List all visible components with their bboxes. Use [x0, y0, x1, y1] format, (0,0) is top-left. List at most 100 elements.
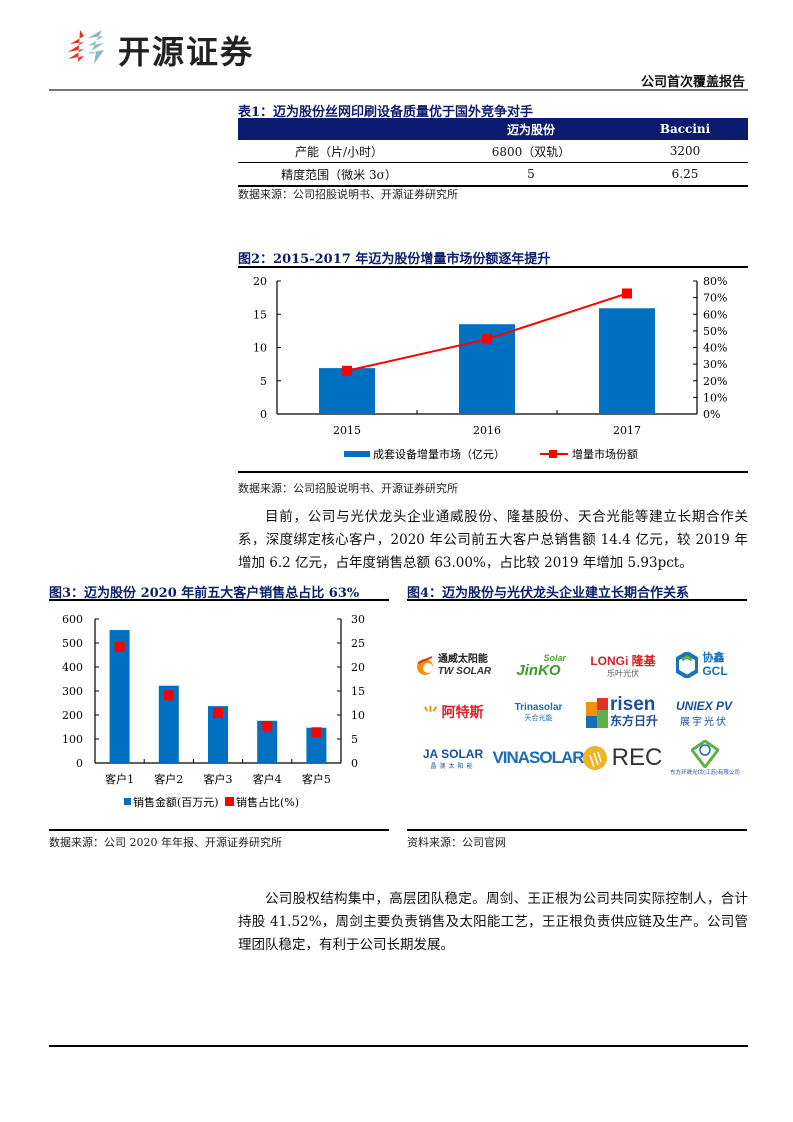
- bar: [158, 685, 179, 763]
- figure3-bottom-rule: [49, 829, 389, 831]
- logo-canadian-solar: ⺌ 阿特斯: [413, 694, 493, 730]
- share-marker: [262, 721, 273, 732]
- figure4-bottom-rule: [407, 829, 747, 831]
- footer-divider: [49, 1045, 748, 1047]
- y-tick-label: 400: [62, 661, 83, 674]
- legend-marker-swatch: [225, 797, 234, 806]
- y-tick-label: 0: [260, 408, 267, 421]
- body-paragraph-1: 目前，公司与光伏龙头企业通威股份、隆基股份、天合光能等建立长期合作关系，深度绑定…: [238, 509, 748, 571]
- x-tick-label: 客户5: [302, 772, 331, 786]
- bar: [109, 630, 130, 763]
- gcl-mark-icon: [676, 652, 699, 678]
- y2-tick-label: 20%: [703, 375, 727, 388]
- table-cell: 产能（片/小时）: [238, 140, 440, 163]
- bar: [599, 308, 655, 414]
- figure2-title-rule: [238, 266, 748, 268]
- share-marker: [213, 708, 223, 719]
- y2-tick-label: 5: [351, 733, 358, 746]
- y-tick-label: 600: [62, 613, 83, 626]
- line-marker: [482, 334, 492, 345]
- logo-trina: Trinasolar 天合光能: [514, 701, 563, 722]
- y2-tick-label: 20: [351, 661, 365, 674]
- table-row: 产能（片/小时） 6800（双轨） 3200: [238, 140, 748, 163]
- header-divider: [49, 89, 748, 91]
- y2-tick-label: 0%: [703, 408, 720, 421]
- report-type: 公司首次覆盖报告: [640, 75, 745, 90]
- legend-bar-swatch: [344, 451, 370, 457]
- share-marker: [163, 690, 174, 701]
- table1-source: 数据来源：公司招股说明书、开源证券研究所: [238, 188, 458, 201]
- table-cell: 精度范围（微米 3σ）: [238, 162, 440, 187]
- y2-tick-label: 30: [351, 613, 365, 626]
- body-paragraph-2: 公司股权结构集中，高层团队稳定。周剑、王正根为公司共同实际控制人，合计持股 41…: [238, 891, 748, 953]
- y2-tick-label: 60%: [703, 308, 727, 321]
- table-header-cell: [238, 118, 440, 140]
- table1-title: 表1：迈为股份丝网印刷设备质量优于国外竞争对手: [238, 105, 534, 120]
- figure3-source: 数据来源：公司 2020 年年报、开源证券研究所: [49, 836, 282, 849]
- table-header-cell: 迈为股份: [440, 118, 622, 140]
- legend-bar-swatch: [124, 798, 131, 805]
- x-tick-label: 2017: [613, 424, 641, 437]
- y2-tick-label: 25: [351, 637, 365, 650]
- logo-vinasolar: VINASOLAR: [492, 748, 584, 767]
- risen-mosaic-icon: [585, 698, 608, 728]
- line-marker: [622, 288, 632, 299]
- logo-rec: REC: [581, 738, 663, 778]
- table-cell: 5: [440, 162, 622, 187]
- y-tick-label: 20: [253, 275, 267, 288]
- table-cell: 3200: [622, 140, 748, 163]
- y2-tick-label: 70%: [703, 292, 727, 305]
- y-tick-label: 200: [62, 709, 83, 722]
- canadian-solar-rays-icon: ⺌: [422, 706, 439, 723]
- figure2-title: 图2：2015-2017 年迈为股份增量市场份额逐年提升: [238, 252, 551, 267]
- y2-tick-label: 50%: [703, 325, 727, 338]
- logo-ja-solar: JA SOLAR 晶澳太阳能: [422, 746, 484, 770]
- table1: 迈为股份 Baccini 产能（片/小时） 6800（双轨） 3200 精度范围…: [238, 118, 748, 187]
- brand-logo-icon: [66, 28, 110, 70]
- legend-label: 销售金额(百万元): [133, 795, 219, 809]
- tongwei-sun-icon: [416, 656, 433, 675]
- bar: [257, 720, 278, 763]
- logo-gcl: 协鑫 GCL: [667, 644, 737, 686]
- logo-dongfang-huansheng: 东方环晟光伏(江苏)有限公司: [667, 734, 743, 782]
- y2-tick-label: 15: [351, 685, 365, 698]
- y2-tick-label: 10: [351, 709, 365, 722]
- logo-risen: risen 东方日升: [579, 690, 665, 736]
- y2-tick-label: 10%: [703, 391, 727, 404]
- bar: [208, 706, 228, 763]
- y2-tick-label: 0: [351, 757, 358, 770]
- y2-tick-label: 80%: [703, 275, 727, 288]
- huansheng-shield-icon: [691, 740, 719, 768]
- share-marker: [311, 727, 322, 738]
- share-marker: [114, 641, 125, 652]
- logo-uniex: UNIEX PV 展宇光伏: [675, 698, 732, 728]
- partner-logos-grid: 通威太阳能 TW SOLAR Solar JinKO LONGi 隆基 乐叶光伏…: [405, 632, 745, 784]
- y-tick-label: 300: [62, 685, 83, 698]
- y-tick-label: 10: [253, 342, 267, 355]
- legend-label: 成套设备增量市场（亿元）: [373, 447, 505, 461]
- legend-label: 增量市场份额: [572, 447, 638, 461]
- rec-sun-icon: [582, 746, 607, 770]
- x-tick-label: 客户2: [154, 772, 183, 786]
- logo-longi: LONGi 隆基 乐叶光伏: [590, 653, 656, 678]
- table-cell: 6.25: [622, 162, 748, 187]
- legend-label: 销售占比(%): [236, 795, 299, 809]
- figure2-chart: 0 5 10 15 20 0% 10% 20% 30% 40% 50% 60% 70% 80% 2015 20…: [253, 275, 727, 461]
- y2-tick-label: 40%: [703, 342, 727, 355]
- figure4-title: 图4：迈为股份与光伏龙头企业建立长期合作关系: [407, 586, 690, 601]
- y-tick-label: 15: [253, 308, 267, 321]
- figure3-chart: 0 100 200 300 400 500 600 0 5 10 15 20 25 30 客户1 客户2 客户3…: [62, 613, 365, 809]
- table-row: 精度范围（微米 3σ） 5 6.25: [238, 162, 748, 187]
- x-tick-label: 2015: [333, 424, 361, 437]
- brand-name: 开源证券: [118, 33, 255, 71]
- table-cell: 6800（双轨）: [440, 140, 622, 163]
- table-header-cell: Baccini: [622, 118, 748, 140]
- y-tick-label: 100: [62, 733, 83, 746]
- logo-jinko: Solar JinKO: [516, 652, 566, 679]
- figure4-title-rule: [407, 599, 747, 601]
- figure2-bottom-rule: [238, 471, 748, 473]
- figure3-title-rule: [49, 599, 389, 601]
- x-tick-label: 客户1: [105, 772, 134, 786]
- figure4-source: 资料来源：公司官网: [407, 836, 506, 849]
- y2-tick-label: 30%: [703, 358, 727, 371]
